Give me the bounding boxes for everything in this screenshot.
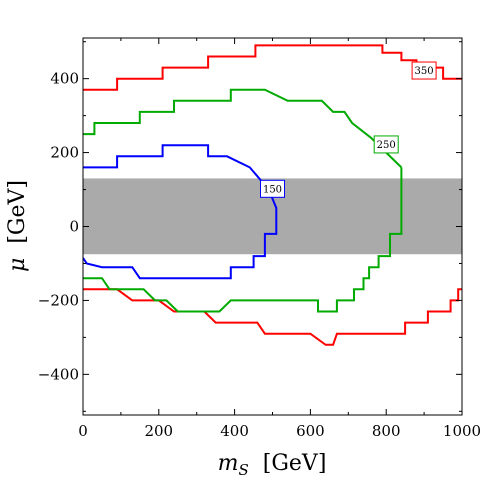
x-tick-label: 1000	[443, 422, 481, 440]
y-axis-unit: [GeV]	[5, 180, 30, 244]
x-axis-label: mS [GeV]	[218, 451, 327, 479]
x-axis-symbol: m	[218, 451, 239, 476]
contour-label-box-red-upper	[411, 61, 437, 80]
x-tick-label: 400	[220, 422, 249, 440]
contour-blue	[83, 144, 278, 280]
contour-green-upper	[83, 88, 403, 169]
contour-red-lower	[83, 288, 462, 346]
contour-label-box-blue	[260, 179, 285, 198]
x-axis-unit: [GeV]	[263, 451, 327, 476]
contour-label-layer: 350 250 150	[260, 61, 437, 198]
contour-green-lower	[83, 167, 403, 313]
x-tick-label: 0	[78, 422, 88, 440]
y-axis-label: μ [GeV]	[5, 180, 30, 272]
y-tick-label: 0	[69, 218, 79, 236]
tick-layer: 0 200 400 600 800 1000 −400 −200 0 200 400	[38, 38, 481, 440]
contour-label-blue: 150	[263, 184, 282, 195]
contour-label-red-upper: 350	[415, 66, 434, 77]
y-tick-label: 400	[50, 70, 79, 88]
contour-label-box-green-upper	[373, 135, 399, 154]
contour-layer	[83, 44, 462, 346]
contour-label-green-upper: 250	[377, 140, 396, 151]
y-tick-label: 200	[50, 144, 79, 162]
y-tick-label: −400	[38, 365, 79, 383]
y-tick-label: −200	[38, 291, 79, 309]
y-axis-symbol: μ	[5, 258, 30, 272]
x-tick-label: 200	[144, 422, 173, 440]
x-axis-subscript: S	[238, 461, 248, 479]
x-tick-label: 600	[296, 422, 325, 440]
x-tick-label: 800	[372, 422, 401, 440]
